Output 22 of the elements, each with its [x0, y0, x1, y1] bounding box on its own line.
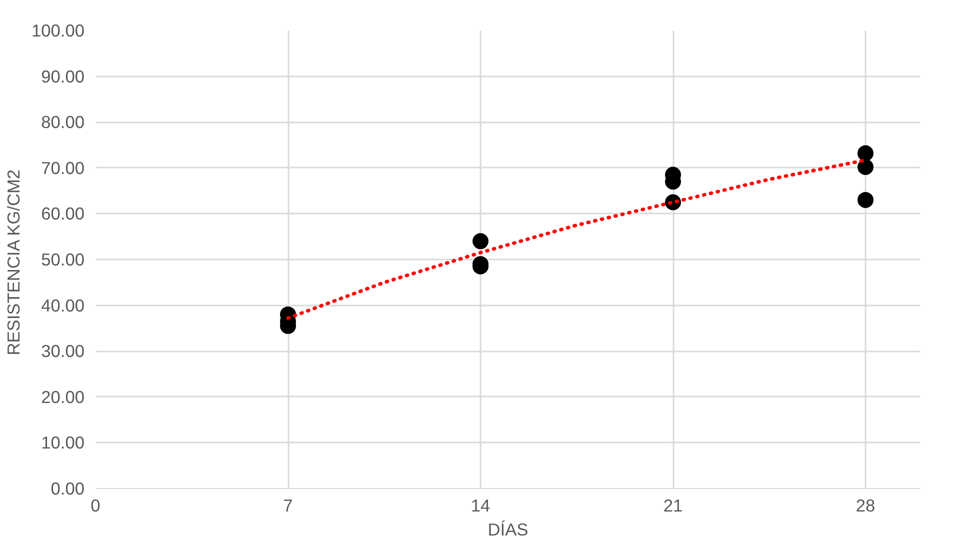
x-tick-label: 14	[470, 496, 490, 516]
y-tick-label: 100.00	[32, 20, 84, 40]
y-tick-label: 30.00	[41, 341, 85, 362]
y-tick-label: 50.00	[41, 250, 85, 270]
point	[472, 233, 488, 250]
point	[858, 159, 874, 175]
y-axis-title: RESISTENCIA KG/CM2	[4, 169, 24, 356]
y-tick-label: 60.00	[41, 204, 85, 224]
y-tick-label: 0.00	[50, 478, 85, 498]
y-tick-label: 20.00	[41, 386, 85, 407]
x-tick-label: 7	[283, 496, 293, 516]
x-tick-label: 21	[663, 496, 683, 516]
y-tick-label: 80.00	[41, 112, 85, 132]
y-tick-label: 70.00	[41, 158, 85, 178]
x-tick-label: 0	[90, 496, 100, 516]
point	[858, 192, 874, 208]
point	[858, 145, 874, 162]
x-tick-label: 28	[856, 496, 876, 516]
y-tick-label: 90.00	[41, 66, 85, 86]
x-axis-title: DÍAS	[488, 520, 528, 540]
y-tick-label: 10.00	[41, 432, 85, 453]
y-tick-label: 40.00	[41, 295, 85, 316]
